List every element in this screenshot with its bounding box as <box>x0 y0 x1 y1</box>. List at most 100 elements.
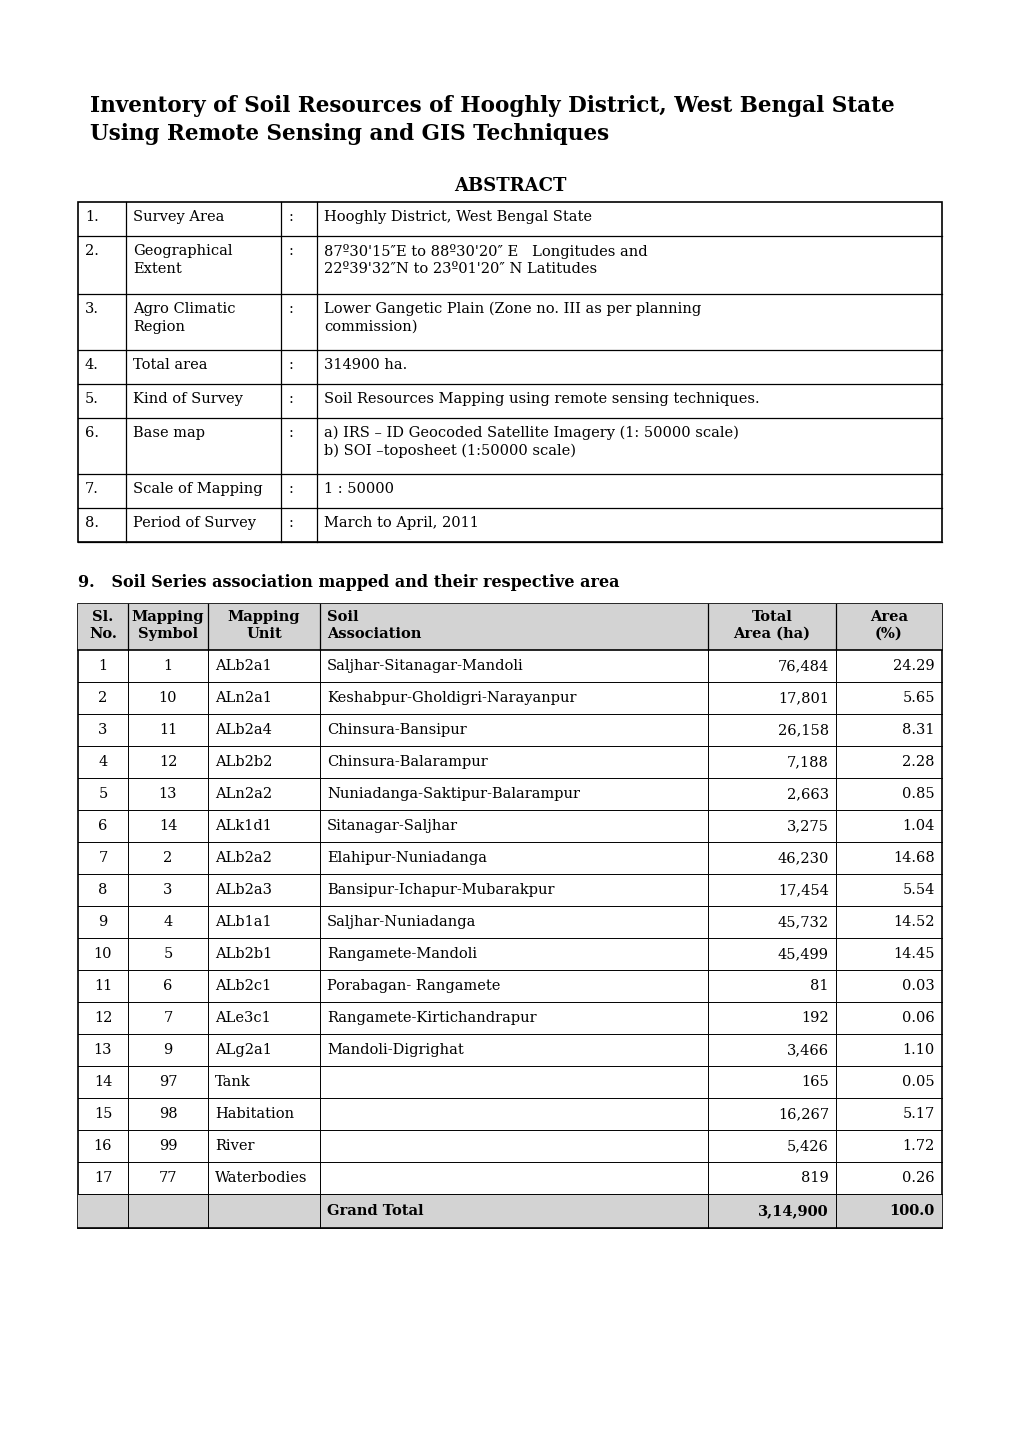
Text: Chinsura-Balarampur: Chinsura-Balarampur <box>327 755 487 769</box>
Text: Mapping: Mapping <box>131 610 204 624</box>
Text: Soil: Soil <box>327 610 359 624</box>
Text: 81: 81 <box>810 978 828 993</box>
Text: ALb2c1: ALb2c1 <box>215 978 271 993</box>
Text: Tank: Tank <box>215 1075 251 1089</box>
Text: Mapping: Mapping <box>227 610 300 624</box>
Text: b) SOI –toposheet (1:50000 scale): b) SOI –toposheet (1:50000 scale) <box>324 444 576 458</box>
Text: Region: Region <box>132 320 184 334</box>
Text: 314900 ha.: 314900 ha. <box>324 357 407 372</box>
Text: 3,14,900: 3,14,900 <box>758 1205 828 1218</box>
Text: 4: 4 <box>98 755 108 769</box>
Text: 1.04: 1.04 <box>902 818 934 833</box>
Text: Period of Survey: Period of Survey <box>132 516 256 530</box>
Text: 45,732: 45,732 <box>777 915 828 929</box>
Text: :: : <box>288 427 293 440</box>
Text: (%): (%) <box>874 627 902 641</box>
Text: Keshabpur-Gholdigri-Narayanpur: Keshabpur-Gholdigri-Narayanpur <box>327 692 576 705</box>
Text: Geographical: Geographical <box>132 244 232 258</box>
Text: Kind of Survey: Kind of Survey <box>132 392 243 406</box>
Text: 6: 6 <box>98 818 108 833</box>
Text: :: : <box>288 392 293 406</box>
Text: 2.: 2. <box>85 244 99 258</box>
Text: 5.: 5. <box>85 392 99 406</box>
Text: 46,230: 46,230 <box>776 852 828 865</box>
Text: 24.29: 24.29 <box>893 659 934 673</box>
Text: Nuniadanga-Saktipur-Balarampur: Nuniadanga-Saktipur-Balarampur <box>327 787 580 801</box>
Text: 11: 11 <box>94 978 112 993</box>
Text: Area: Area <box>869 610 907 624</box>
Text: 3,466: 3,466 <box>786 1043 828 1058</box>
Text: 4.: 4. <box>85 357 99 372</box>
Text: 16,267: 16,267 <box>777 1107 828 1121</box>
Text: Habitation: Habitation <box>215 1107 293 1121</box>
Text: 10: 10 <box>94 947 112 961</box>
Text: Base map: Base map <box>132 427 205 440</box>
Text: 9: 9 <box>163 1043 172 1058</box>
Text: 17,801: 17,801 <box>777 692 828 705</box>
Text: 16: 16 <box>94 1138 112 1153</box>
Text: Elahipur-Nuniadanga: Elahipur-Nuniadanga <box>327 852 486 865</box>
Text: 14.45: 14.45 <box>893 947 934 961</box>
Text: ALb2b2: ALb2b2 <box>215 755 272 769</box>
Text: 1.: 1. <box>85 210 99 223</box>
Text: 76,484: 76,484 <box>777 659 828 673</box>
Text: 17,454: 17,454 <box>777 883 828 896</box>
Text: 11: 11 <box>159 723 177 736</box>
Text: :: : <box>288 303 293 316</box>
Text: a) IRS – ID Geocoded Satellite Imagery (1: 50000 scale): a) IRS – ID Geocoded Satellite Imagery (… <box>324 427 738 441</box>
Text: commission): commission) <box>324 320 417 334</box>
Text: 2: 2 <box>98 692 108 705</box>
Text: 6.: 6. <box>85 427 99 440</box>
Text: Porabagan- Rangamete: Porabagan- Rangamete <box>327 978 500 993</box>
Text: Rangamete-Kirtichandrapur: Rangamete-Kirtichandrapur <box>327 1012 536 1025</box>
Text: 1.10: 1.10 <box>902 1043 934 1058</box>
Text: :: : <box>288 357 293 372</box>
Text: 0.03: 0.03 <box>902 978 934 993</box>
Text: :: : <box>288 210 293 223</box>
Text: March to April, 2011: March to April, 2011 <box>324 516 478 530</box>
Text: 10: 10 <box>159 692 177 705</box>
Text: 3,275: 3,275 <box>787 818 828 833</box>
Text: 0.05: 0.05 <box>902 1075 934 1089</box>
Bar <box>77 604 942 650</box>
Text: ALb2a2: ALb2a2 <box>215 852 272 865</box>
Text: 5: 5 <box>163 947 172 961</box>
Text: 9.   Soil Series association mapped and their respective area: 9. Soil Series association mapped and th… <box>77 574 619 591</box>
Text: 14: 14 <box>159 818 177 833</box>
Text: 2.28: 2.28 <box>902 755 934 769</box>
Bar <box>77 604 942 1228</box>
Text: ALb2a1: ALb2a1 <box>215 659 271 673</box>
Text: Mandoli-Digrighat: Mandoli-Digrighat <box>327 1043 464 1058</box>
Text: 0.26: 0.26 <box>902 1172 934 1185</box>
Text: 192: 192 <box>801 1012 828 1025</box>
Text: 100.0: 100.0 <box>889 1205 934 1218</box>
Text: 97: 97 <box>159 1075 177 1089</box>
Text: Waterbodies: Waterbodies <box>215 1172 307 1185</box>
Text: ALb1a1: ALb1a1 <box>215 915 271 929</box>
Text: 15: 15 <box>94 1107 112 1121</box>
Text: 7: 7 <box>163 1012 172 1025</box>
Text: 819: 819 <box>801 1172 828 1185</box>
Text: Total: Total <box>751 610 792 624</box>
Text: ALn2a2: ALn2a2 <box>215 787 272 801</box>
Text: Survey Area: Survey Area <box>132 210 224 223</box>
Text: 77: 77 <box>159 1172 177 1185</box>
Text: Soil Resources Mapping using remote sensing techniques.: Soil Resources Mapping using remote sens… <box>324 392 759 406</box>
Text: 26,158: 26,158 <box>777 723 828 736</box>
Text: 22º39'32″N to 23º01'20″ N Latitudes: 22º39'32″N to 23º01'20″ N Latitudes <box>324 262 596 277</box>
Text: ALb2b1: ALb2b1 <box>215 947 272 961</box>
Text: 12: 12 <box>159 755 177 769</box>
Text: :: : <box>288 516 293 530</box>
Text: 1: 1 <box>99 659 107 673</box>
Text: 87º30'15″E to 88º30'20″ E   Longitudes and: 87º30'15″E to 88º30'20″ E Longitudes and <box>324 244 647 259</box>
Text: Inventory of Soil Resources of Hooghly District, West Bengal State: Inventory of Soil Resources of Hooghly D… <box>90 95 894 117</box>
Text: 5,426: 5,426 <box>787 1138 828 1153</box>
Text: 0.85: 0.85 <box>902 787 934 801</box>
Text: Scale of Mapping: Scale of Mapping <box>132 481 262 496</box>
Text: 8.31: 8.31 <box>902 723 934 736</box>
Text: 3: 3 <box>98 723 108 736</box>
Text: 7,188: 7,188 <box>787 755 828 769</box>
Text: Unit: Unit <box>246 627 281 641</box>
Text: 7: 7 <box>98 852 108 865</box>
Text: 5: 5 <box>98 787 108 801</box>
